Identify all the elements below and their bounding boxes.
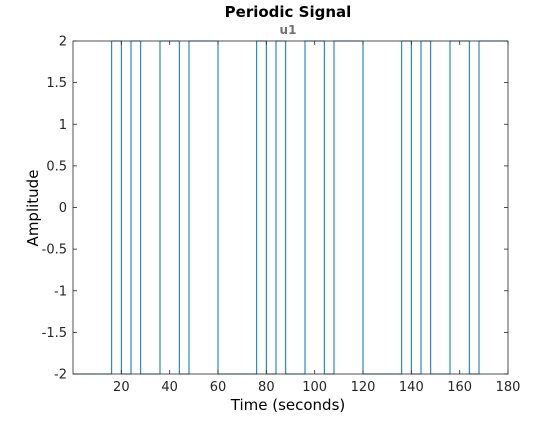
y-tick-label: 0.5 [46, 159, 67, 174]
x-axis: 20 40 60 80 100 120 140 160 180 [113, 41, 520, 395]
x-tick-label: 160 [447, 380, 472, 395]
x-tick-label: 100 [302, 380, 327, 395]
x-tick-label: 60 [210, 380, 227, 395]
x-axis-label: Time (seconds) [230, 396, 346, 414]
y-tick-label: 2 [59, 35, 67, 50]
y-axis: -2 -1.5 -1 -0.5 0 0.5 1 1.5 2 [42, 35, 508, 383]
chart-title: Periodic Signal [225, 3, 352, 21]
plot-background [73, 41, 508, 374]
y-tick-label: -0.5 [42, 243, 67, 258]
x-tick-label: 140 [399, 380, 424, 395]
y-tick-label: -2 [54, 368, 67, 383]
x-tick-label: 80 [258, 380, 275, 395]
plot-area [72, 40, 509, 375]
x-tick-label: 180 [496, 380, 521, 395]
x-tick-label: 20 [113, 380, 130, 395]
y-tick-label: 1 [59, 118, 67, 133]
y-tick-label: 0 [59, 201, 67, 216]
x-tick-label: 40 [161, 380, 178, 395]
y-tick-label: -1.5 [42, 326, 67, 341]
y-tick-label: 1.5 [46, 76, 67, 91]
y-axis-label: Amplitude [24, 170, 42, 247]
series-line-0 [73, 40, 508, 375]
x-tick-label: 120 [351, 380, 376, 395]
y-tick-label: -1 [54, 284, 67, 299]
chart-subtitle: u1 [280, 23, 297, 37]
